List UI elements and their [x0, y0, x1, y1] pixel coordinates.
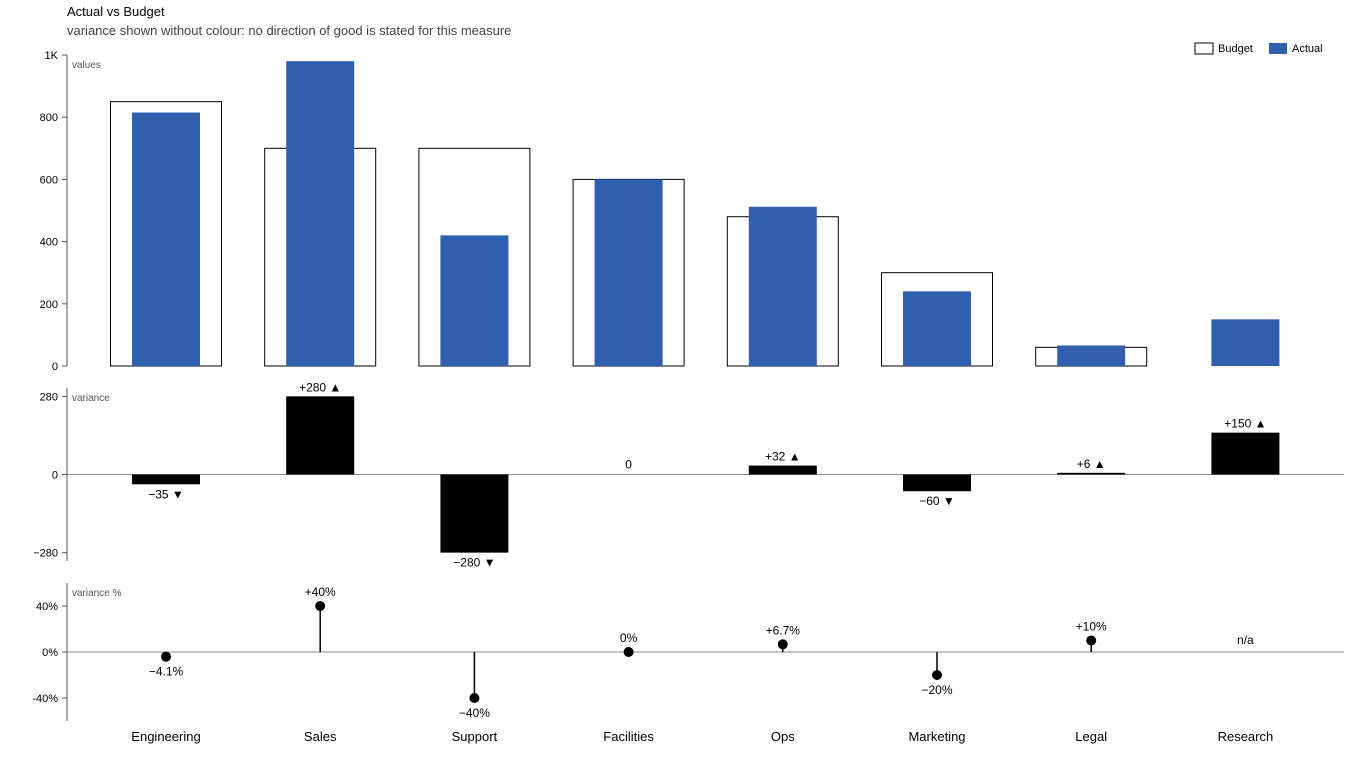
- legend-actual-label: Actual: [1292, 43, 1323, 55]
- variance-pct-y-tick-label: 0%: [42, 647, 58, 659]
- category-label: Research: [1218, 729, 1274, 744]
- variance-y-tick-label: 280: [40, 391, 58, 403]
- category-label: Facilities: [603, 729, 654, 744]
- variance-bar: [748, 465, 817, 475]
- variance-pct-data-label: +6.7%: [766, 623, 801, 637]
- category-label: Sales: [304, 729, 337, 744]
- actual-bar: [594, 179, 663, 366]
- actual-bar: [1057, 345, 1126, 366]
- values-y-tick-label: 800: [40, 112, 58, 124]
- variance-pct-data-label: 0%: [620, 631, 638, 645]
- actual-bar: [903, 291, 971, 366]
- variance-data-label: −35 ▼: [148, 487, 184, 501]
- actual-bar: [286, 61, 355, 366]
- values-y-tick-label: 400: [40, 237, 58, 249]
- variance-data-label: +280 ▲: [299, 380, 341, 394]
- variance-y-tick-label: −280: [33, 548, 58, 560]
- chart-marks: 0 200 400 600 800 1K −280 0 280 −35 ▼ +280 ▲ −280 ▼…: [32, 50, 1344, 744]
- variance-pct-data-label: n/a: [1237, 633, 1254, 647]
- category-label: Support: [452, 729, 498, 744]
- legend-budget-swatch: [1194, 42, 1214, 55]
- values-y-tick-label: 0: [52, 361, 58, 373]
- variance-pct-y-tick-label: 40%: [36, 601, 58, 613]
- variance-bar: [286, 396, 355, 475]
- variance-pct-data-label: +40%: [305, 585, 336, 599]
- variance-pct-data-label: −40%: [459, 706, 490, 720]
- variance-pct-point: [315, 601, 326, 611]
- values-panel-label: values: [72, 60, 101, 71]
- variance-y-tick-label: 0: [52, 470, 58, 482]
- variance-bar: [903, 474, 971, 492]
- category-label: Legal: [1075, 729, 1107, 744]
- actual-bar: [748, 206, 817, 366]
- values-y-tick-label: 600: [40, 174, 58, 186]
- variance-pct-point: [777, 639, 788, 650]
- variance-pct-point: [932, 670, 942, 680]
- variance-data-label: +150 ▲: [1224, 417, 1266, 431]
- variance-bar: [1211, 432, 1280, 475]
- variance-pct-point: [469, 693, 480, 703]
- variance-pct-data-label: −20%: [921, 683, 952, 697]
- variance-pct-y-tick-label: -40%: [32, 693, 58, 705]
- variance-panel-label: variance: [72, 393, 110, 404]
- variance-data-label: −60 ▼: [919, 494, 955, 508]
- actual-bar: [132, 112, 200, 366]
- variance-pct-data-label: +10%: [1076, 620, 1107, 634]
- category-label: Marketing: [908, 729, 965, 744]
- variance-data-label: +6 ▲: [1077, 457, 1106, 471]
- chart-subtitle: variance shown without colour: no direct…: [67, 23, 511, 38]
- variance-pct-data-label: −4.1%: [149, 665, 184, 679]
- variance-pct-panel-label: variance %: [72, 588, 122, 599]
- legend-actual-swatch: [1269, 43, 1287, 54]
- category-label: Engineering: [131, 729, 200, 744]
- variance-pct-point: [161, 651, 171, 662]
- variance-bar: [1057, 472, 1126, 475]
- variance-bar: [132, 474, 200, 485]
- variance-pct-point: [1086, 635, 1097, 646]
- chart-title: Actual vs Budget: [67, 4, 165, 19]
- values-y-tick-label: 1K: [45, 50, 59, 62]
- actual-bar: [440, 235, 509, 366]
- variance-data-label: +32 ▲: [765, 450, 801, 464]
- legend: Budget Actual: [1194, 42, 1323, 55]
- variance-data-label: 0: [625, 458, 632, 472]
- category-label: Ops: [771, 729, 795, 744]
- variance-pct-point: [623, 647, 634, 657]
- actual-bar: [1211, 319, 1280, 366]
- variance-bar: [440, 474, 509, 553]
- values-y-tick-label: 200: [40, 299, 58, 311]
- variance-data-label: −280 ▼: [453, 556, 495, 570]
- legend-budget-label: Budget: [1218, 43, 1253, 55]
